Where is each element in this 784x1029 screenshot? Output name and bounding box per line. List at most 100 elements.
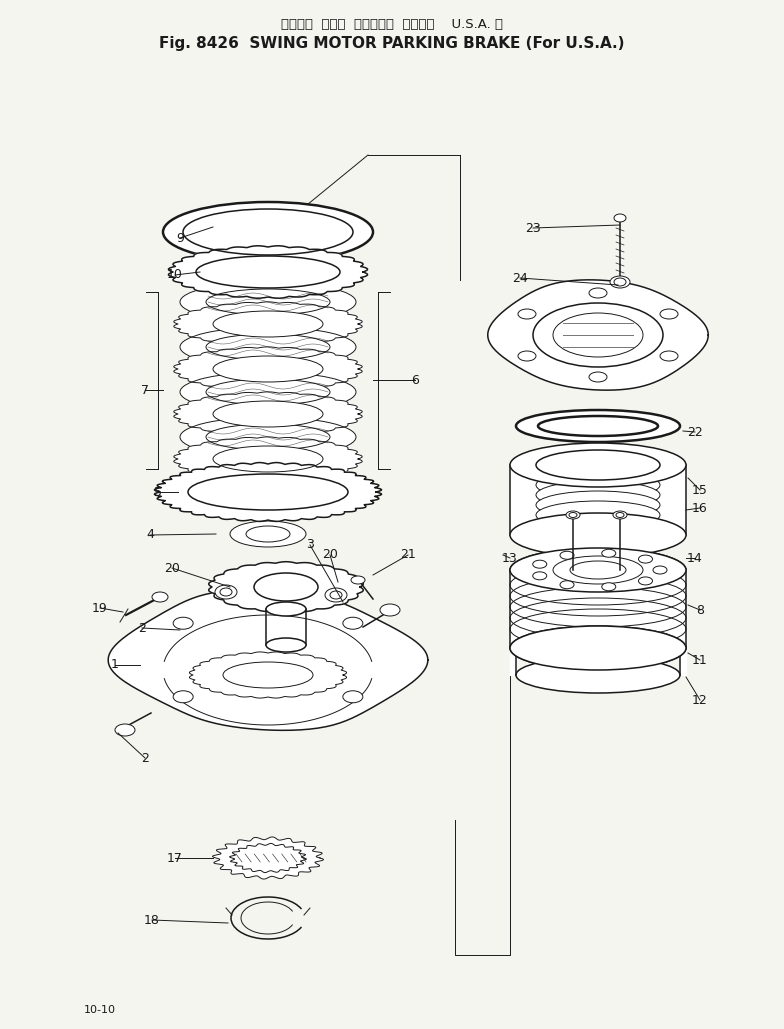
Polygon shape	[209, 562, 363, 612]
Ellipse shape	[176, 348, 361, 391]
Ellipse shape	[254, 573, 318, 601]
Ellipse shape	[660, 309, 678, 319]
Ellipse shape	[510, 443, 686, 487]
Ellipse shape	[614, 214, 626, 222]
Ellipse shape	[614, 278, 626, 286]
Text: 16: 16	[692, 501, 708, 514]
Polygon shape	[154, 463, 382, 522]
Text: 22: 22	[687, 426, 703, 438]
Ellipse shape	[553, 556, 643, 584]
Ellipse shape	[115, 724, 135, 736]
Text: 3: 3	[306, 538, 314, 552]
Ellipse shape	[518, 309, 536, 319]
Ellipse shape	[206, 334, 330, 360]
Ellipse shape	[653, 566, 667, 574]
Text: 15: 15	[692, 484, 708, 497]
Polygon shape	[488, 280, 708, 390]
Text: 8: 8	[696, 603, 704, 616]
Polygon shape	[108, 590, 428, 731]
Ellipse shape	[180, 327, 356, 367]
Text: 13: 13	[502, 552, 518, 565]
Ellipse shape	[638, 577, 652, 584]
Text: 4: 4	[146, 529, 154, 541]
Ellipse shape	[215, 586, 237, 599]
Text: 24: 24	[512, 272, 528, 284]
Ellipse shape	[180, 417, 356, 457]
Ellipse shape	[157, 463, 379, 521]
Ellipse shape	[533, 303, 663, 367]
Text: 1: 1	[111, 659, 119, 672]
Ellipse shape	[206, 424, 330, 450]
Ellipse shape	[589, 288, 607, 298]
Ellipse shape	[173, 617, 193, 629]
Ellipse shape	[196, 256, 340, 288]
Ellipse shape	[660, 351, 678, 361]
Text: 11: 11	[692, 653, 708, 667]
Ellipse shape	[325, 588, 347, 602]
Text: 17: 17	[167, 852, 183, 864]
Ellipse shape	[213, 356, 323, 382]
Ellipse shape	[188, 474, 348, 510]
Text: 7: 7	[141, 384, 149, 396]
Ellipse shape	[213, 401, 323, 427]
Ellipse shape	[330, 591, 342, 599]
Ellipse shape	[510, 548, 686, 592]
Ellipse shape	[266, 602, 306, 616]
Ellipse shape	[553, 313, 643, 357]
Text: 23: 23	[525, 221, 541, 235]
Polygon shape	[510, 465, 686, 535]
Ellipse shape	[191, 652, 345, 698]
Ellipse shape	[570, 561, 626, 579]
Ellipse shape	[602, 582, 615, 591]
Text: 14: 14	[687, 552, 703, 565]
Text: 2: 2	[141, 751, 149, 765]
Ellipse shape	[613, 511, 627, 519]
Polygon shape	[266, 609, 306, 645]
Ellipse shape	[170, 246, 366, 297]
Ellipse shape	[616, 512, 624, 518]
Ellipse shape	[536, 491, 660, 519]
Text: 18: 18	[144, 914, 160, 926]
Ellipse shape	[533, 560, 546, 568]
Text: Fig. 8426  SWING MOTOR PARKING BRAKE (For U.S.A.): Fig. 8426 SWING MOTOR PARKING BRAKE (For…	[159, 36, 625, 51]
Ellipse shape	[343, 617, 363, 629]
Ellipse shape	[533, 572, 546, 579]
Ellipse shape	[173, 690, 193, 703]
Ellipse shape	[206, 289, 330, 315]
Text: 9: 9	[176, 232, 184, 245]
Polygon shape	[174, 392, 362, 436]
Text: 21: 21	[400, 548, 416, 562]
Ellipse shape	[180, 282, 356, 322]
Ellipse shape	[510, 513, 686, 557]
Ellipse shape	[510, 626, 686, 670]
Ellipse shape	[536, 461, 660, 489]
Polygon shape	[174, 301, 362, 346]
Ellipse shape	[152, 592, 168, 602]
Ellipse shape	[560, 580, 574, 589]
Ellipse shape	[246, 526, 290, 542]
Text: 5: 5	[154, 486, 162, 498]
Text: 19: 19	[93, 602, 108, 614]
Ellipse shape	[538, 416, 658, 436]
Ellipse shape	[220, 588, 232, 596]
Ellipse shape	[180, 372, 356, 412]
Ellipse shape	[536, 471, 660, 499]
Ellipse shape	[176, 392, 361, 435]
Text: 12: 12	[692, 694, 708, 707]
Ellipse shape	[638, 555, 652, 563]
Ellipse shape	[176, 303, 361, 346]
Ellipse shape	[589, 372, 607, 382]
Text: 10: 10	[167, 269, 183, 282]
Ellipse shape	[380, 604, 400, 616]
Polygon shape	[510, 570, 686, 648]
Ellipse shape	[163, 202, 373, 262]
Text: 2: 2	[138, 622, 146, 635]
Ellipse shape	[213, 446, 323, 472]
Ellipse shape	[223, 662, 313, 688]
Ellipse shape	[351, 576, 365, 584]
Ellipse shape	[230, 521, 306, 547]
Polygon shape	[212, 837, 324, 879]
Ellipse shape	[183, 209, 353, 255]
Ellipse shape	[518, 351, 536, 361]
Text: 20: 20	[164, 562, 180, 574]
